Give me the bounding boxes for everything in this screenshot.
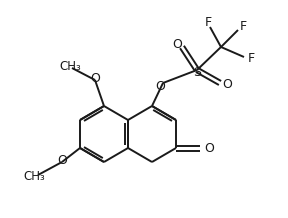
Text: O: O	[222, 78, 232, 92]
Text: F: F	[239, 20, 247, 34]
Text: O: O	[57, 155, 67, 167]
Text: O: O	[172, 37, 182, 51]
Text: F: F	[247, 53, 255, 65]
Text: O: O	[204, 141, 214, 155]
Text: O: O	[155, 80, 165, 92]
Text: CH₃: CH₃	[23, 170, 45, 182]
Text: F: F	[204, 17, 212, 29]
Text: S: S	[193, 65, 201, 78]
Text: CH₃: CH₃	[59, 60, 81, 73]
Text: O: O	[90, 73, 100, 85]
